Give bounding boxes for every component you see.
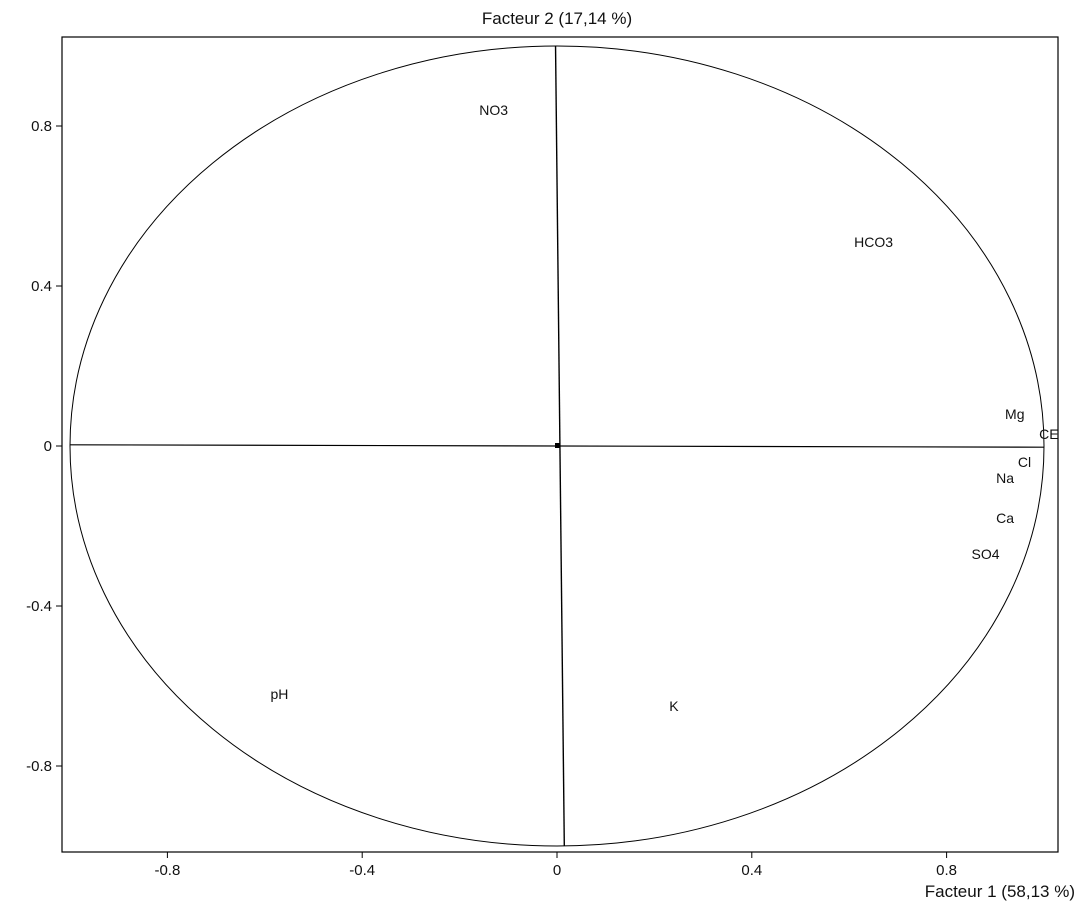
variable-label-mg: Mg — [1005, 406, 1024, 422]
x-tick-label: -0.4 — [349, 862, 375, 879]
y-tick-label: -0.8 — [26, 758, 52, 775]
y-tick-label: -0.4 — [26, 598, 52, 615]
y-tick-label: 0 — [44, 438, 52, 455]
variable-label-so4: SO4 — [972, 546, 1000, 562]
x-tick-label: -0.8 — [154, 862, 180, 879]
x-tick-label: 0 — [553, 862, 561, 879]
variable-label-ph: pH — [270, 686, 288, 702]
chart-title: Facteur 2 (17,14 %) — [482, 9, 632, 28]
plot-frame — [61, 36, 1059, 853]
variable-label-ce: CE — [1039, 426, 1058, 442]
variable-label-na: Na — [996, 470, 1014, 486]
y-tick-label: 0.8 — [31, 118, 52, 135]
variable-label-hco3: HCO3 — [854, 234, 893, 250]
x-tick-label: 0.4 — [741, 862, 762, 879]
variable-label-ca: Ca — [996, 510, 1014, 526]
origin-marker — [555, 443, 560, 448]
x-tick-label: 0.8 — [936, 862, 957, 879]
y-tick-label: 0.4 — [31, 278, 52, 295]
variable-label-k: K — [669, 698, 679, 714]
x-axis-title: Facteur 1 (58,13 %) — [925, 882, 1075, 901]
variable-label-cl: Cl — [1018, 454, 1031, 470]
correlation-circle — [69, 45, 1045, 847]
variable-label-no3: NO3 — [479, 102, 508, 118]
